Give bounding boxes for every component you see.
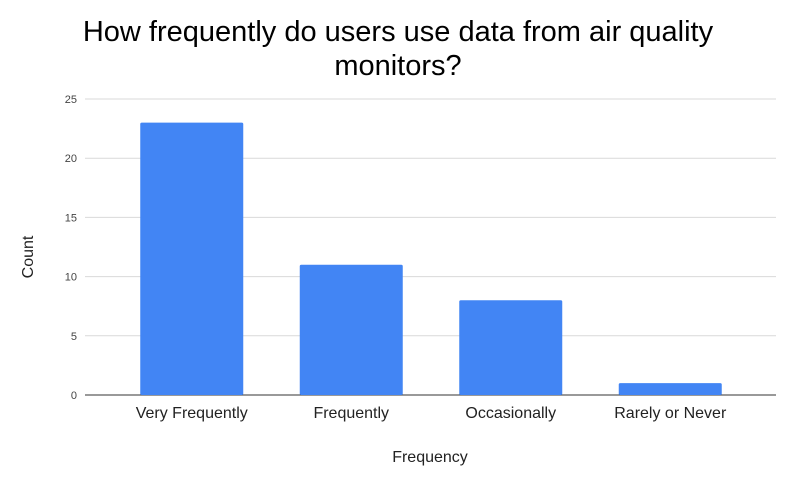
bar-occasionally bbox=[459, 300, 563, 395]
chart-title-line-2: monitors? bbox=[334, 50, 461, 82]
y-tick-label: 25 bbox=[65, 94, 77, 106]
bar-very-frequently bbox=[140, 122, 244, 396]
bar-frequently bbox=[299, 264, 403, 395]
y-tick-label: 5 bbox=[71, 331, 77, 343]
y-axis-label: Count bbox=[20, 235, 37, 278]
y-tick-label: 0 bbox=[71, 390, 77, 402]
x-axis-label: Frequency bbox=[392, 449, 468, 466]
bar-rarely-or-never bbox=[618, 383, 722, 395]
y-tick-label: 20 bbox=[65, 153, 77, 165]
y-tick-label: 15 bbox=[65, 212, 77, 224]
x-tick-label: Frequently bbox=[313, 405, 389, 422]
x-tick-label: Rarely or Never bbox=[614, 405, 727, 422]
x-tick-label: Occasionally bbox=[465, 405, 556, 422]
chart-title-line-1: How frequently do users use data from ai… bbox=[83, 16, 714, 48]
y-tick-label: 10 bbox=[65, 272, 77, 284]
x-tick-label: Very Frequently bbox=[136, 405, 248, 422]
